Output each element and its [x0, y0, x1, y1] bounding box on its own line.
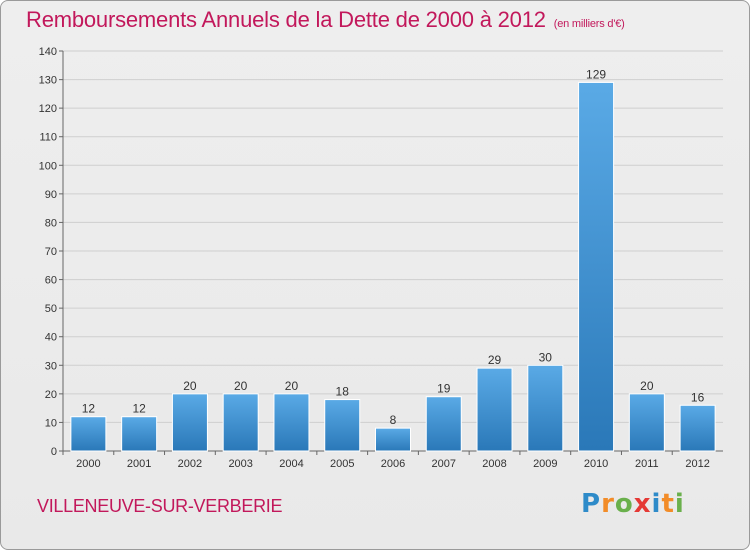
y-tick-label: 0: [51, 446, 57, 458]
y-tick-label: 60: [45, 275, 57, 287]
data-label: 20: [285, 379, 299, 393]
y-tick-label: 130: [39, 75, 57, 87]
data-labels: 12 12 20 20 20 18 8 19 29 30 129 20 16: [82, 67, 705, 427]
data-label: 12: [132, 402, 146, 416]
proxiti-logo: Proxiti: [581, 489, 685, 519]
x-tick-label: 2003: [228, 458, 252, 470]
bar: [578, 81, 615, 452]
y-tick-label: 40: [45, 332, 57, 344]
logo-letter: t: [661, 489, 675, 519]
x-tick-label: 2010: [584, 458, 608, 470]
bar: [222, 393, 259, 452]
data-label: 29: [488, 353, 502, 367]
y-tick-label: 30: [45, 360, 57, 372]
logo-letter: o: [614, 489, 634, 519]
y-tick-label: 100: [39, 160, 57, 172]
x-tick-label: 2004: [279, 458, 303, 470]
chart-title-text: Remboursements Annuels de la Dette de 20…: [26, 7, 546, 32]
data-label: 18: [336, 385, 350, 399]
x-tick-label: 2000: [76, 458, 100, 470]
bar: [425, 396, 462, 452]
y-tick-label: 70: [45, 246, 57, 258]
y-tick-label: 120: [39, 103, 57, 115]
logo-letter: i: [651, 489, 662, 519]
y-tick-label: 140: [39, 46, 57, 58]
data-label: 129: [586, 67, 606, 81]
bar: [375, 427, 411, 452]
data-label: 19: [437, 382, 451, 396]
x-tick-label: 2005: [330, 458, 354, 470]
y-tick-label: 110: [39, 132, 57, 144]
grid-lines: [63, 50, 723, 452]
bar: [476, 367, 513, 452]
x-tick-label: 2008: [482, 458, 506, 470]
data-label: 20: [640, 379, 654, 393]
bar: [527, 364, 564, 452]
logo-letter: i: [674, 489, 685, 519]
x-tick-label: 2012: [685, 458, 709, 470]
data-label: 20: [234, 379, 248, 393]
bar: [171, 393, 208, 452]
data-label: 30: [539, 350, 553, 364]
logo-letter: x: [633, 489, 652, 519]
bar: [324, 399, 361, 452]
commune-name: VILLENEUVE-SUR-VERBERIE: [37, 496, 283, 516]
logo-letter: r: [601, 489, 615, 519]
x-tick-label: 2009: [533, 458, 557, 470]
y-tick-label: 80: [45, 217, 57, 229]
y-tick-label: 10: [45, 417, 57, 429]
bar: [70, 416, 107, 452]
x-tick-label: 2007: [432, 458, 456, 470]
y-tick-label: 20: [45, 389, 57, 401]
x-tick-label: 2001: [127, 458, 151, 470]
x-tick-label: 2002: [178, 458, 202, 470]
chart-title: Remboursements Annuels de la Dette de 20…: [26, 7, 625, 33]
logo-letter: P: [581, 489, 602, 519]
data-label: 8: [390, 413, 397, 427]
bar: [121, 416, 158, 452]
y-tick-label: 50: [45, 303, 57, 315]
x-tick-label: 2011: [635, 458, 659, 470]
bar: [628, 393, 665, 452]
data-label: 20: [183, 379, 197, 393]
bars: [70, 81, 716, 452]
bar: [273, 393, 310, 452]
y-tick-label: 90: [45, 189, 57, 201]
data-label: 16: [691, 390, 705, 404]
x-axis: 2000 2001 2002 2003 2004 2005 2006 2007 2008 2009…: [62, 451, 710, 470]
chart-subtitle: (en milliers d'€): [553, 18, 625, 30]
data-label: 12: [82, 402, 96, 416]
bar: [679, 404, 716, 452]
x-tick-label: 2006: [381, 458, 405, 470]
